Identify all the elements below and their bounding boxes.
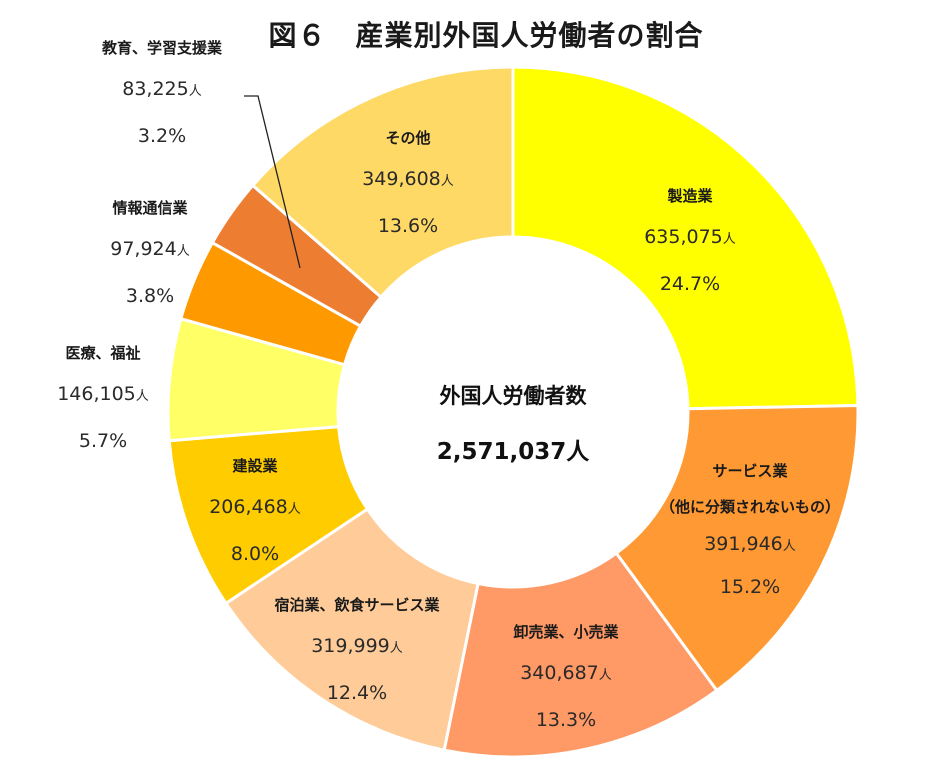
label-value: 83,225人 (122, 78, 202, 100)
label-education: 教育、学習支援業 83,225人 3.2% (102, 38, 222, 147)
label-wholesale-retail: 卸売業、小売業 340,687人 13.3% (513, 622, 618, 731)
label-percent: 15.2% (719, 576, 781, 598)
slice-services (614, 403, 860, 693)
slice-accommodation-food (223, 506, 480, 752)
slice-other (250, 65, 515, 300)
slice-manufacturing (511, 65, 860, 411)
label-value: 319,999人 (311, 635, 403, 657)
label-value: 349,608人 (362, 168, 454, 190)
label-percent: 3.8% (125, 285, 175, 307)
chart-title: 図６ 産業別外国人労働者の割合 (268, 19, 704, 52)
label-name: 宿泊業、飲食サービス業 (274, 596, 440, 614)
label-percent: 5.7% (78, 430, 128, 452)
label-info-comm: 情報通信業 97,924人 3.8% (110, 198, 190, 307)
label-services: サービス業 （他に分類されないもの） 391,946人 15.2% (660, 461, 840, 598)
label-value: 206,468人 (209, 496, 301, 518)
center-total: 外国人労働者数 2,571,037人 (437, 380, 590, 466)
label-manufacturing: 製造業 635,075人 24.7% (644, 186, 736, 295)
label-other: その他 349,608人 13.6% (362, 128, 454, 237)
label-name: 卸売業、小売業 (513, 623, 619, 641)
label-name: 建設業 (232, 457, 278, 475)
label-name: 製造業 (667, 187, 713, 205)
label-construction: 建設業 206,468人 8.0% (209, 456, 301, 565)
center-total-value: 2,571,037人 (436, 439, 590, 465)
label-percent: 13.3% (535, 709, 597, 731)
leader-line-education (244, 95, 301, 269)
label-name: 情報通信業 (112, 199, 188, 217)
label-name: 医療、福祉 (65, 344, 141, 362)
label-value: 635,075人 (644, 226, 736, 248)
slice-wholesale-retail (442, 551, 719, 759)
label-percent: 12.4% (326, 682, 388, 704)
label-value: 146,105人 (57, 383, 149, 405)
label-value: 340,687人 (520, 662, 612, 684)
label-percent: 24.7% (659, 273, 721, 295)
label-medical-welfare: 医療、福祉 146,105人 5.7% (57, 343, 149, 452)
label-value: 97,924人 (110, 238, 190, 260)
label-percent: 8.0% (230, 543, 280, 565)
label-percent: 3.2% (137, 125, 187, 147)
label-percent: 13.6% (377, 215, 439, 237)
label-accommodation-food: 宿泊業、飲食サービス業 319,999人 12.4% (274, 595, 439, 704)
label-name: 教育、学習支援業 (101, 39, 223, 57)
label-value: 391,946人 (704, 533, 796, 555)
label-name: サービス業 (712, 462, 788, 480)
label-name: その他 (385, 129, 431, 147)
center-label: 外国人労働者数 (439, 384, 587, 408)
label-name-sub: （他に分類されないもの） (659, 498, 841, 516)
